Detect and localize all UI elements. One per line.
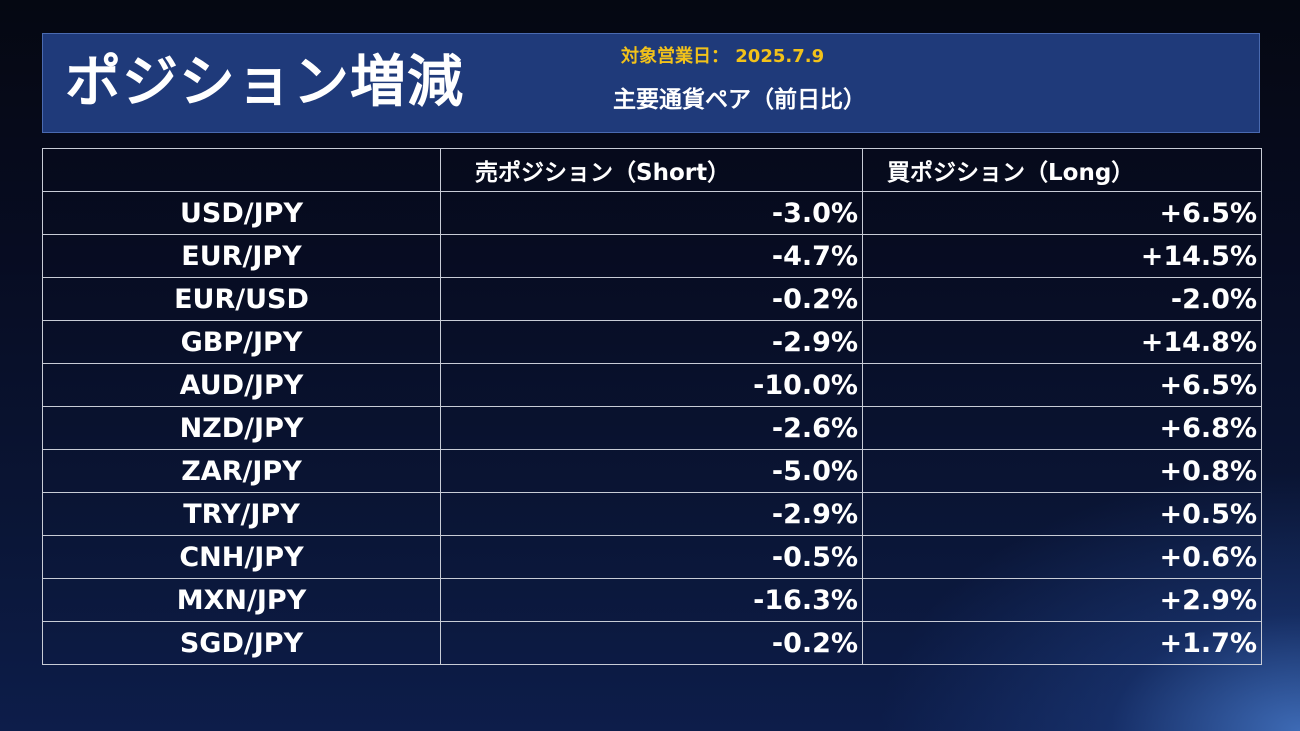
long-change-cell: +6.5% [862,363,1262,407]
table-row: EUR/JPY -4.7% +14.5% [42,234,1262,278]
table-row: GBP/JPY -2.9% +14.8% [42,320,1262,364]
page-subtitle: 主要通貨ペア（前日比） [613,87,866,113]
currency-pair-cell: SGD/JPY [42,621,441,665]
short-change-cell: -10.0% [440,363,863,407]
table-row: SGD/JPY -0.2% +1.7% [42,621,1262,665]
long-change-cell: +14.5% [862,234,1262,278]
currency-pair-cell: EUR/JPY [42,234,441,278]
column-header-long: 買ポジション（Long） [862,148,1262,192]
table-row: ZAR/JPY -5.0% +0.8% [42,449,1262,493]
long-change-cell: +2.9% [862,578,1262,622]
long-change-cell: +0.6% [862,535,1262,579]
long-change-cell: -2.0% [862,277,1262,321]
column-header-short: 売ポジション（Short） [440,148,863,192]
short-change-cell: -0.2% [440,277,863,321]
long-change-cell: +1.7% [862,621,1262,665]
business-date: 対象営業日： 2025.7.9 [621,46,825,67]
short-change-cell: -0.5% [440,535,863,579]
table-row: TRY/JPY -2.9% +0.5% [42,492,1262,536]
table-header-row: 売ポジション（Short） 買ポジション（Long） [42,148,1262,192]
short-change-cell: -4.7% [440,234,863,278]
short-change-cell: -3.0% [440,191,863,235]
currency-pair-cell: AUD/JPY [42,363,441,407]
short-change-cell: -2.6% [440,406,863,450]
currency-pair-cell: MXN/JPY [42,578,441,622]
currency-pair-cell: TRY/JPY [42,492,441,536]
currency-pair-cell: CNH/JPY [42,535,441,579]
long-change-cell: +14.8% [862,320,1262,364]
position-change-table: 売ポジション（Short） 買ポジション（Long） USD/JPY -3.0% +… [42,148,1262,665]
short-change-cell: -2.9% [440,320,863,364]
currency-pair-cell: NZD/JPY [42,406,441,450]
long-change-cell: +6.8% [862,406,1262,450]
table-row: EUR/USD -0.2% -2.0% [42,277,1262,321]
table-body: USD/JPY -3.0% +6.5% EUR/JPY -4.7% +14.5% EUR/U… [42,191,1262,665]
header-banner: ポジション増減 対象営業日： 2025.7.9 主要通貨ペア（前日比） [42,33,1260,133]
currency-pair-cell: ZAR/JPY [42,449,441,493]
short-change-cell: -5.0% [440,449,863,493]
long-change-cell: +0.5% [862,492,1262,536]
short-change-cell: -2.9% [440,492,863,536]
long-change-cell: +6.5% [862,191,1262,235]
currency-pair-cell: USD/JPY [42,191,441,235]
page-title: ポジション増減 [65,50,464,115]
short-change-cell: -16.3% [440,578,863,622]
currency-pair-cell: EUR/USD [42,277,441,321]
column-header-pair [42,148,441,192]
table-row: USD/JPY -3.0% +6.5% [42,191,1262,235]
currency-pair-cell: GBP/JPY [42,320,441,364]
table-row: NZD/JPY -2.6% +6.8% [42,406,1262,450]
table-row: AUD/JPY -10.0% +6.5% [42,363,1262,407]
table-row: CNH/JPY -0.5% +0.6% [42,535,1262,579]
short-change-cell: -0.2% [440,621,863,665]
table-row: MXN/JPY -16.3% +2.9% [42,578,1262,622]
long-change-cell: +0.8% [862,449,1262,493]
